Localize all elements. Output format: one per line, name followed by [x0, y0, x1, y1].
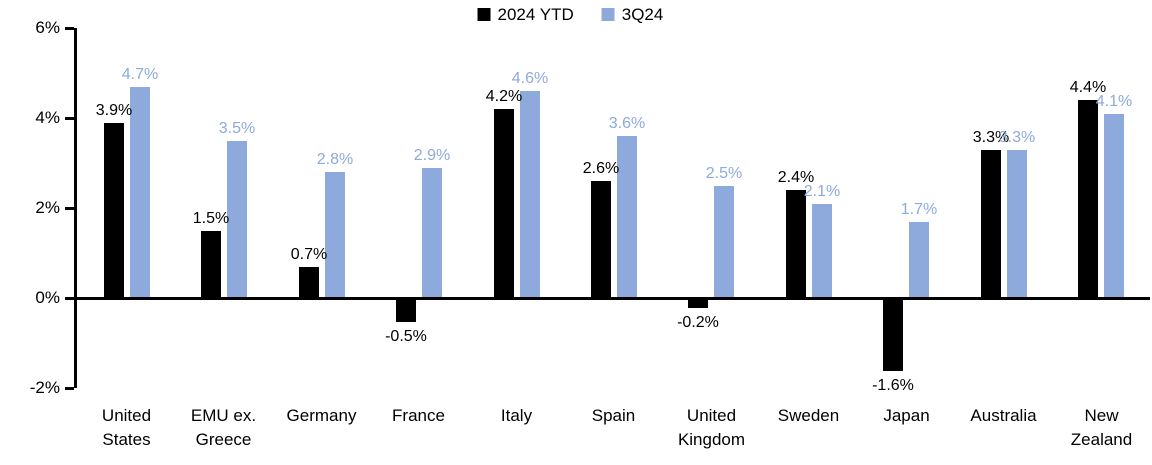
category-label: New Zealand — [1070, 406, 1133, 449]
bar-2024-ytd — [591, 181, 611, 298]
y-tick-mark — [65, 117, 74, 120]
bar-value-label-2024-ytd: 4.4% — [1069, 79, 1107, 96]
bar-value-label-2024-ytd: -1.6% — [872, 377, 914, 394]
bar-value-label-2024-ytd: -0.2% — [677, 314, 719, 331]
category-label: EMU ex. Greece — [190, 406, 257, 449]
bar-2024-ytd — [396, 299, 416, 322]
bar-value-label-3q24: 1.7% — [900, 201, 938, 218]
bar-3q24 — [812, 204, 832, 299]
bar-value-label-2024-ytd: 3.3% — [972, 129, 1010, 146]
y-tick-label: 2% — [35, 198, 60, 217]
y-tick-label: 0% — [35, 288, 60, 307]
category-label: United Kingdom — [677, 406, 746, 449]
legend-swatch-2024-ytd — [477, 8, 491, 21]
bar-3q24 — [1007, 150, 1027, 299]
bar-value-label-3q24: 2.8% — [316, 151, 354, 168]
y-tick-label: -2% — [29, 378, 60, 397]
y-tick-mark — [65, 297, 74, 300]
bar-2024-ytd — [786, 190, 806, 298]
category-label: Sweden — [777, 406, 840, 425]
category-label: Australia — [970, 406, 1037, 425]
bar-value-label-2024-ytd: 1.5% — [192, 210, 230, 227]
legend-item-2024-ytd: 2024 YTD — [477, 5, 574, 24]
bar-3q24 — [617, 136, 637, 298]
legend-item-3q24: 3Q24 — [601, 5, 664, 24]
bar-2024-ytd — [104, 123, 124, 299]
bar-3q24 — [130, 87, 150, 299]
legend-label-3q24: 3Q24 — [621, 5, 664, 24]
bar-value-label-3q24: 3.3% — [998, 129, 1036, 146]
y-tick-mark — [65, 27, 74, 30]
bar-value-label-3q24: 3.5% — [218, 120, 256, 137]
legend-label-2024-ytd: 2024 YTD — [497, 5, 574, 24]
bar-3q24 — [1104, 114, 1124, 298]
bar-2024-ytd — [883, 299, 903, 371]
legend: 2024 YTD 3Q24 — [477, 5, 664, 24]
bar-2024-ytd — [981, 150, 1001, 299]
bar-value-label-2024-ytd: 2.6% — [582, 160, 620, 177]
bar-value-label-2024-ytd: 2.4% — [777, 169, 815, 186]
bar-value-label-3q24: 3.6% — [608, 115, 646, 132]
bar-value-label-3q24: 4.6% — [511, 70, 549, 87]
bar-2024-ytd — [1078, 100, 1098, 298]
category-label: Spain — [591, 406, 636, 425]
y-tick-mark — [65, 387, 74, 390]
x-axis-zero-line — [74, 297, 1150, 300]
bar-value-label-2024-ytd: 3.9% — [95, 102, 133, 119]
bar-value-label-3q24: 4.7% — [121, 66, 159, 83]
y-tick-mark — [65, 207, 74, 210]
bar-value-label-2024-ytd: -0.5% — [385, 328, 427, 345]
bar-2024-ytd — [688, 299, 708, 308]
category-label: France — [392, 406, 445, 425]
bar-value-label-3q24: 2.9% — [413, 147, 451, 164]
bar-value-label-3q24: 2.5% — [705, 165, 743, 182]
y-tick-label: 6% — [35, 18, 60, 37]
bar-3q24 — [227, 141, 247, 299]
category-label: Italy — [500, 406, 533, 425]
bar-3q24 — [909, 222, 929, 299]
category-label: Germany — [286, 406, 357, 425]
bar-2024-ytd — [201, 231, 221, 299]
legend-swatch-3q24 — [601, 8, 615, 21]
bar-3q24 — [714, 186, 734, 299]
bar-value-label-3q24: 2.1% — [803, 183, 841, 200]
bar-value-label-3q24: 4.1% — [1095, 93, 1133, 110]
bar-3q24 — [520, 91, 540, 298]
bar-2024-ytd — [299, 267, 319, 298]
category-label: Japan — [883, 406, 930, 425]
category-label: United States — [101, 406, 152, 449]
bar-3q24 — [422, 168, 442, 299]
bar-2024-ytd — [494, 109, 514, 298]
y-axis-line — [74, 28, 77, 388]
bar-value-label-2024-ytd: 0.7% — [290, 246, 328, 263]
bar-value-label-2024-ytd: 4.2% — [485, 88, 523, 105]
y-tick-label: 4% — [35, 108, 60, 127]
bar-3q24 — [325, 172, 345, 298]
